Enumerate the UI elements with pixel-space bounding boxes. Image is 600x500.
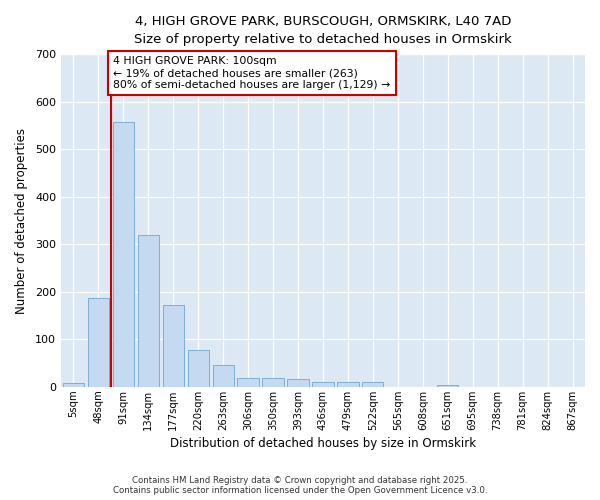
Bar: [188, 350, 209, 387]
Bar: [238, 378, 259, 387]
Bar: [63, 383, 84, 387]
Bar: [362, 382, 383, 387]
Bar: [88, 298, 109, 387]
Title: 4, HIGH GROVE PARK, BURSCOUGH, ORMSKIRK, L40 7AD
Size of property relative to de: 4, HIGH GROVE PARK, BURSCOUGH, ORMSKIRK,…: [134, 15, 512, 46]
Bar: [212, 364, 234, 387]
Bar: [137, 235, 159, 387]
Bar: [113, 122, 134, 387]
Text: 4 HIGH GROVE PARK: 100sqm
← 19% of detached houses are smaller (263)
80% of semi: 4 HIGH GROVE PARK: 100sqm ← 19% of detac…: [113, 56, 391, 90]
Bar: [437, 385, 458, 387]
Bar: [262, 378, 284, 387]
X-axis label: Distribution of detached houses by size in Ormskirk: Distribution of detached houses by size …: [170, 437, 476, 450]
Y-axis label: Number of detached properties: Number of detached properties: [15, 128, 28, 314]
Bar: [163, 305, 184, 387]
Bar: [337, 382, 359, 387]
Text: Contains HM Land Registry data © Crown copyright and database right 2025.
Contai: Contains HM Land Registry data © Crown c…: [113, 476, 487, 495]
Bar: [287, 379, 308, 387]
Bar: [313, 382, 334, 387]
